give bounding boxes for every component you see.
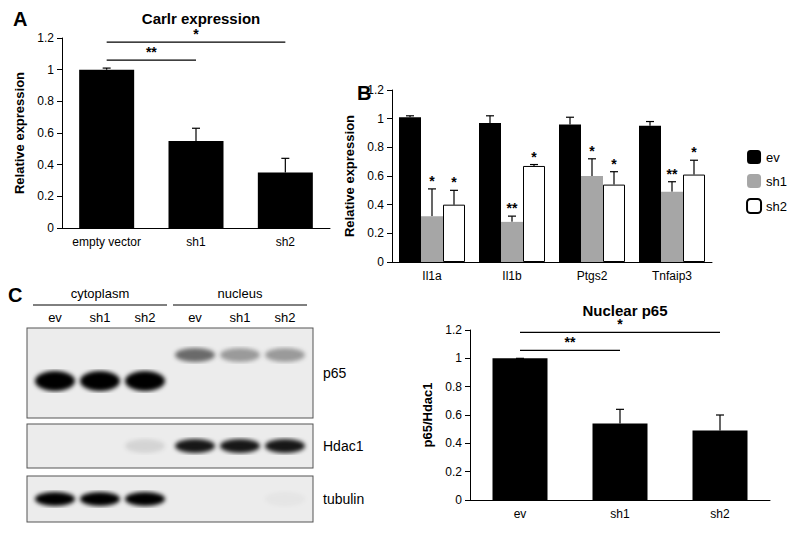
svg-text:sh1: sh1 xyxy=(766,174,787,189)
svg-text:*: * xyxy=(531,149,537,165)
svg-text:*: * xyxy=(429,173,435,189)
svg-text:0.8: 0.8 xyxy=(367,140,384,154)
svg-text:*: * xyxy=(589,143,595,159)
svg-text:B: B xyxy=(357,82,371,104)
svg-text:sh2: sh2 xyxy=(710,507,730,521)
svg-text:Tnfaip3: Tnfaip3 xyxy=(652,269,692,283)
svg-text:tubulin: tubulin xyxy=(323,491,364,507)
svg-text:**: ** xyxy=(667,166,678,182)
svg-text:Ptgs2: Ptgs2 xyxy=(577,269,608,283)
svg-text:sh2: sh2 xyxy=(135,310,156,325)
svg-text:p65/Hdac1: p65/Hdac1 xyxy=(420,382,435,447)
svg-text:*: * xyxy=(691,144,697,160)
svg-text:ev: ev xyxy=(766,150,780,165)
svg-text:1: 1 xyxy=(377,112,384,126)
svg-text:Carlr expression: Carlr expression xyxy=(142,10,260,27)
svg-text:0: 0 xyxy=(377,255,384,269)
svg-text:0.6: 0.6 xyxy=(37,126,54,140)
svg-text:sh2: sh2 xyxy=(276,235,296,249)
svg-text:A: A xyxy=(13,8,27,30)
svg-text:Relative expression: Relative expression xyxy=(12,72,27,194)
svg-text:ev: ev xyxy=(514,507,527,521)
svg-text:cytoplasm: cytoplasm xyxy=(71,286,130,301)
svg-text:*: * xyxy=(451,174,457,190)
svg-text:Hdac1: Hdac1 xyxy=(323,438,364,454)
svg-text:nucleus: nucleus xyxy=(218,286,263,301)
svg-text:**: ** xyxy=(507,200,518,216)
svg-text:sh2: sh2 xyxy=(766,199,787,214)
svg-text:Relative expression: Relative expression xyxy=(342,115,357,237)
svg-text:sh2: sh2 xyxy=(275,310,296,325)
svg-text:0.8: 0.8 xyxy=(445,380,462,394)
svg-text:*: * xyxy=(611,156,617,172)
svg-text:**: ** xyxy=(565,334,576,350)
svg-text:1.2: 1.2 xyxy=(367,83,384,97)
svg-text:sh1: sh1 xyxy=(90,310,111,325)
svg-text:sh1: sh1 xyxy=(230,310,251,325)
svg-text:C: C xyxy=(8,284,22,306)
svg-text:0.6: 0.6 xyxy=(367,169,384,183)
svg-text:0.2: 0.2 xyxy=(37,189,54,203)
svg-text:p65: p65 xyxy=(323,365,347,381)
svg-text:ev: ev xyxy=(188,310,202,325)
svg-text:0.4: 0.4 xyxy=(37,158,54,172)
svg-text:1: 1 xyxy=(47,63,54,77)
svg-text:empty vector: empty vector xyxy=(72,235,141,249)
svg-text:Nuclear p65: Nuclear p65 xyxy=(582,302,667,319)
svg-text:0: 0 xyxy=(47,221,54,235)
svg-text:ev: ev xyxy=(48,310,62,325)
svg-text:**: ** xyxy=(146,44,157,60)
svg-text:Il1a: Il1a xyxy=(422,269,442,283)
svg-text:0.4: 0.4 xyxy=(445,436,462,450)
svg-text:0.8: 0.8 xyxy=(37,94,54,108)
svg-text:1.2: 1.2 xyxy=(37,31,54,45)
svg-text:0.4: 0.4 xyxy=(367,198,384,212)
svg-text:1.2: 1.2 xyxy=(445,323,462,337)
svg-text:0.2: 0.2 xyxy=(445,465,462,479)
svg-text:sh1: sh1 xyxy=(610,507,630,521)
svg-text:0: 0 xyxy=(455,493,462,507)
svg-text:sh1: sh1 xyxy=(186,235,206,249)
svg-text:Il1b: Il1b xyxy=(502,269,522,283)
svg-text:0.6: 0.6 xyxy=(445,408,462,422)
svg-text:0.2: 0.2 xyxy=(367,226,384,240)
svg-text:*: * xyxy=(193,26,199,42)
svg-text:1: 1 xyxy=(455,351,462,365)
